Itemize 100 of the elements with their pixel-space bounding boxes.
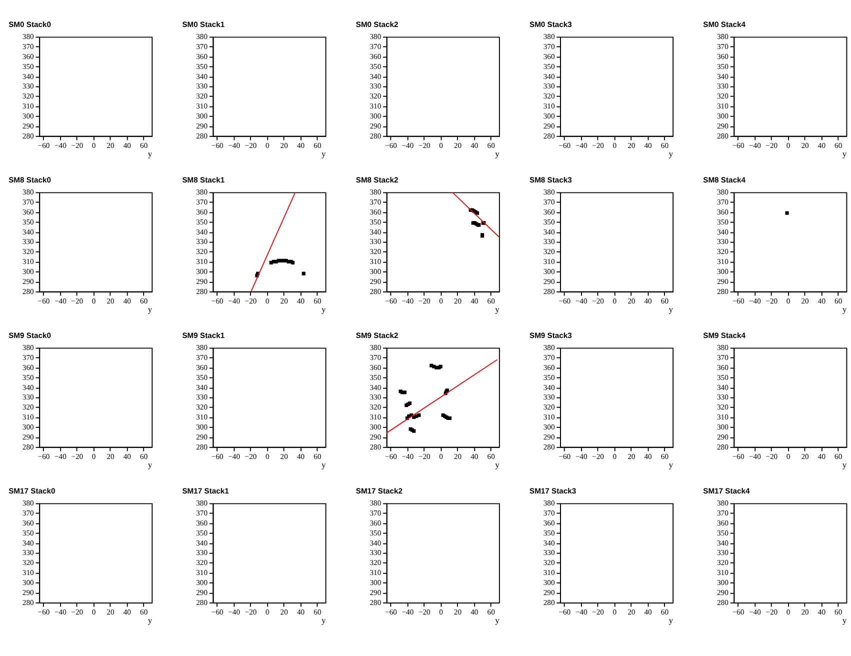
x-axis-title: y: [668, 148, 674, 158]
y-tick-label: 360: [22, 518, 34, 528]
x-tick-label: −20: [592, 140, 604, 150]
x-tick-label: −20: [71, 452, 84, 461]
y-tick-label: 370: [543, 198, 555, 207]
y-tick-label: 380: [716, 188, 729, 197]
y-tick-label: 350: [196, 528, 208, 538]
y-tick-label: 380: [196, 188, 208, 197]
y-tick-label: 320: [22, 92, 34, 101]
y-tick-label: 310: [716, 102, 729, 111]
y-tick-label: 380: [370, 498, 382, 508]
y-tick-label: 350: [543, 217, 555, 226]
x-tick-label: 20: [628, 140, 636, 150]
y-tick-label: 360: [370, 52, 382, 61]
y-tick-label: 350: [370, 62, 382, 71]
y-tick-label: 330: [716, 548, 729, 558]
y-tick-label: 320: [370, 92, 382, 101]
y-tick-label: 310: [22, 257, 34, 266]
y-tick-label: 280: [22, 131, 34, 140]
x-tick-label: 20: [628, 607, 636, 616]
y-tick-label: 360: [716, 52, 729, 61]
x-tick-label: −40: [228, 452, 240, 461]
x-tick-label: −20: [592, 452, 604, 461]
x-tick-label: 20: [628, 452, 636, 461]
y-tick-label: 370: [716, 198, 729, 207]
y-tick-label: 280: [543, 598, 555, 607]
x-tick-label: −40: [749, 296, 762, 306]
x-tick-label: −20: [766, 140, 778, 150]
y-tick-label: 290: [543, 432, 555, 442]
chart-title: SM17 Stack4: [703, 486, 751, 496]
x-tick-label: 60: [834, 140, 842, 150]
x-tick-label: −20: [418, 140, 431, 150]
x-tick-label: −40: [749, 140, 762, 150]
y-tick-label: 310: [196, 568, 208, 578]
x-tick-label: 40: [470, 452, 478, 461]
x-axis-title: y: [668, 614, 674, 625]
y-tick-label: 280: [716, 442, 729, 452]
x-tick-label: −20: [592, 296, 604, 306]
y-tick-label: 370: [543, 508, 555, 518]
y-tick-label: 380: [543, 32, 555, 42]
x-tick-label: 20: [454, 452, 462, 461]
x-tick-label: −40: [575, 140, 588, 150]
y-tick-label: 320: [716, 92, 729, 101]
y-tick-label: 350: [716, 217, 729, 226]
x-tick-label: −40: [228, 140, 240, 150]
y-tick-label: 320: [22, 247, 34, 256]
x-tick-label: −60: [211, 140, 224, 150]
y-tick-label: 350: [543, 372, 555, 382]
y-tick-label: 310: [196, 257, 208, 266]
x-tick-label: −60: [732, 452, 744, 461]
y-tick-label: 300: [543, 266, 555, 276]
x-axis-title: y: [495, 459, 500, 470]
y-tick-label: 280: [22, 286, 34, 296]
x-tick-label: 0: [92, 607, 96, 616]
x-tick-label: 60: [834, 607, 842, 616]
y-tick-label: 290: [196, 588, 208, 597]
y-tick-label: 380: [22, 498, 34, 508]
y-tick-label: 370: [22, 353, 34, 362]
y-tick-label: 350: [543, 62, 555, 71]
x-tick-label: −60: [385, 296, 398, 306]
y-tick-label: 380: [196, 343, 208, 352]
y-tick-label: 330: [22, 392, 34, 402]
y-tick-label: 380: [196, 498, 208, 508]
x-tick-label: −40: [402, 296, 414, 306]
y-tick-label: 320: [22, 402, 34, 412]
y-tick-label: 310: [370, 568, 382, 578]
x-tick-label: 40: [296, 140, 305, 150]
x-tick-label: −20: [418, 296, 431, 306]
x-tick-label: −60: [211, 452, 224, 461]
y-tick-label: 290: [22, 588, 34, 597]
y-tick-label: 330: [22, 237, 34, 246]
x-tick-label: −20: [766, 296, 778, 306]
y-tick-label: 370: [370, 508, 382, 518]
y-tick-label: 380: [196, 32, 208, 42]
y-tick-label: 300: [196, 578, 208, 587]
y-tick-label: 300: [543, 111, 555, 120]
x-tick-label: 20: [454, 140, 462, 150]
x-tick-label: 40: [644, 296, 652, 306]
x-axis-title: y: [842, 148, 848, 158]
y-tick-label: 340: [196, 72, 208, 81]
x-tick-label: 20: [106, 140, 114, 150]
x-tick-label: 60: [314, 607, 322, 616]
chart-title: SM8 Stack1: [182, 176, 226, 185]
x-tick-label: −40: [402, 140, 414, 150]
y-tick-label: 340: [370, 538, 382, 548]
x-tick-label: −40: [228, 296, 240, 306]
x-axis-title: y: [495, 148, 500, 158]
y-tick-label: 370: [196, 353, 208, 362]
y-tick-label: 310: [22, 412, 34, 422]
chart-title: SM17 Stack2: [356, 486, 402, 496]
y-tick-label: 310: [716, 412, 729, 422]
y-tick-label: 310: [716, 257, 729, 266]
y-tick-label: 290: [716, 432, 729, 442]
x-tick-label: −60: [385, 452, 398, 461]
y-tick-label: 330: [22, 548, 34, 558]
chart-title: SM0 Stack0: [8, 20, 51, 30]
x-axis-title: y: [148, 614, 153, 625]
y-tick-label: 340: [22, 538, 34, 548]
x-tick-label: −20: [244, 140, 257, 150]
y-tick-label: 360: [196, 52, 208, 61]
